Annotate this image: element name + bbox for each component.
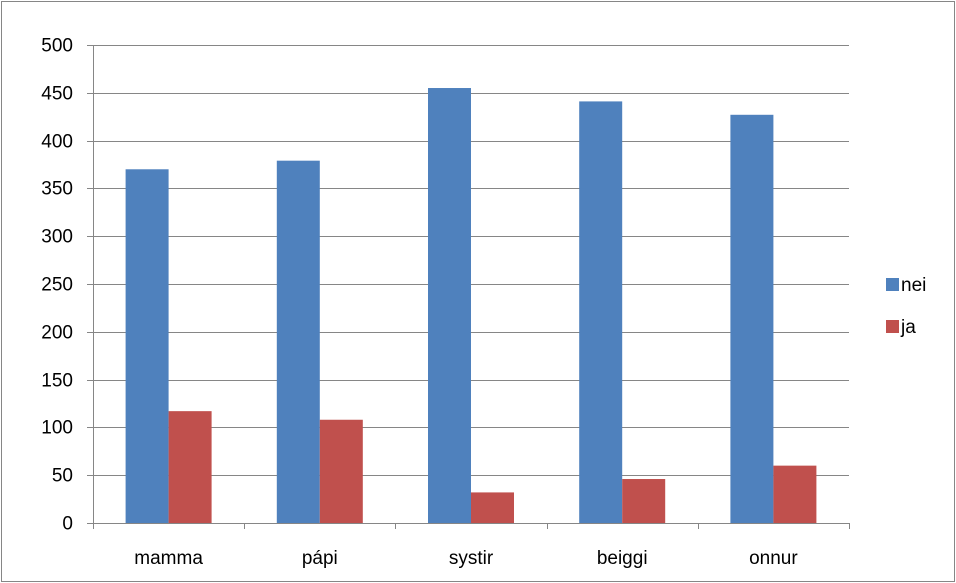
legend-swatch-ja	[886, 320, 899, 333]
bar-nei-beiggi	[579, 101, 623, 524]
bar-nei-systir	[428, 88, 471, 524]
bar-ja-beiggi	[622, 479, 666, 523]
bar-nei-mamma	[125, 169, 169, 523]
bar-ja-pápi	[319, 419, 363, 523]
x-tick-label: beiggi	[597, 548, 648, 569]
legend: nei ja	[886, 275, 926, 338]
y-tick-label: 350	[41, 179, 73, 200]
y-tick-label: 50	[52, 466, 73, 487]
y-tick-label: 0	[62, 514, 73, 535]
y-tick-label: 500	[41, 36, 73, 57]
y-tick-label: 300	[41, 227, 73, 248]
x-axis-tick-labels: mamma pápi systir beiggi onnur	[134, 548, 798, 569]
x-tick-label: systir	[449, 548, 494, 569]
y-tick-label: 250	[41, 275, 73, 296]
bars	[125, 88, 817, 524]
y-tick-label: 150	[41, 371, 73, 392]
x-tick-label: pápi	[302, 548, 338, 569]
bar-ja-systir	[471, 492, 514, 523]
bar-ja-mamma	[168, 411, 212, 523]
y-tick-label: 450	[41, 84, 73, 105]
y-tick-label: 200	[41, 323, 73, 344]
bar-nei-pápi	[276, 160, 320, 523]
bar-ja-onnur	[773, 465, 817, 523]
x-tick-label: mamma	[134, 548, 203, 569]
y-tick-label: 400	[41, 132, 73, 153]
legend-label-nei: nei	[901, 275, 926, 296]
bar-nei-onnur	[730, 114, 774, 523]
y-tick-label: 100	[41, 418, 73, 439]
legend-label-ja: ja	[900, 317, 916, 338]
y-axis-tick-labels: 0 50 100 150 200 250 300 350 400 450 500	[41, 36, 73, 535]
axes	[87, 45, 850, 529]
legend-swatch-nei	[886, 278, 899, 291]
x-tick-label: onnur	[749, 548, 798, 569]
